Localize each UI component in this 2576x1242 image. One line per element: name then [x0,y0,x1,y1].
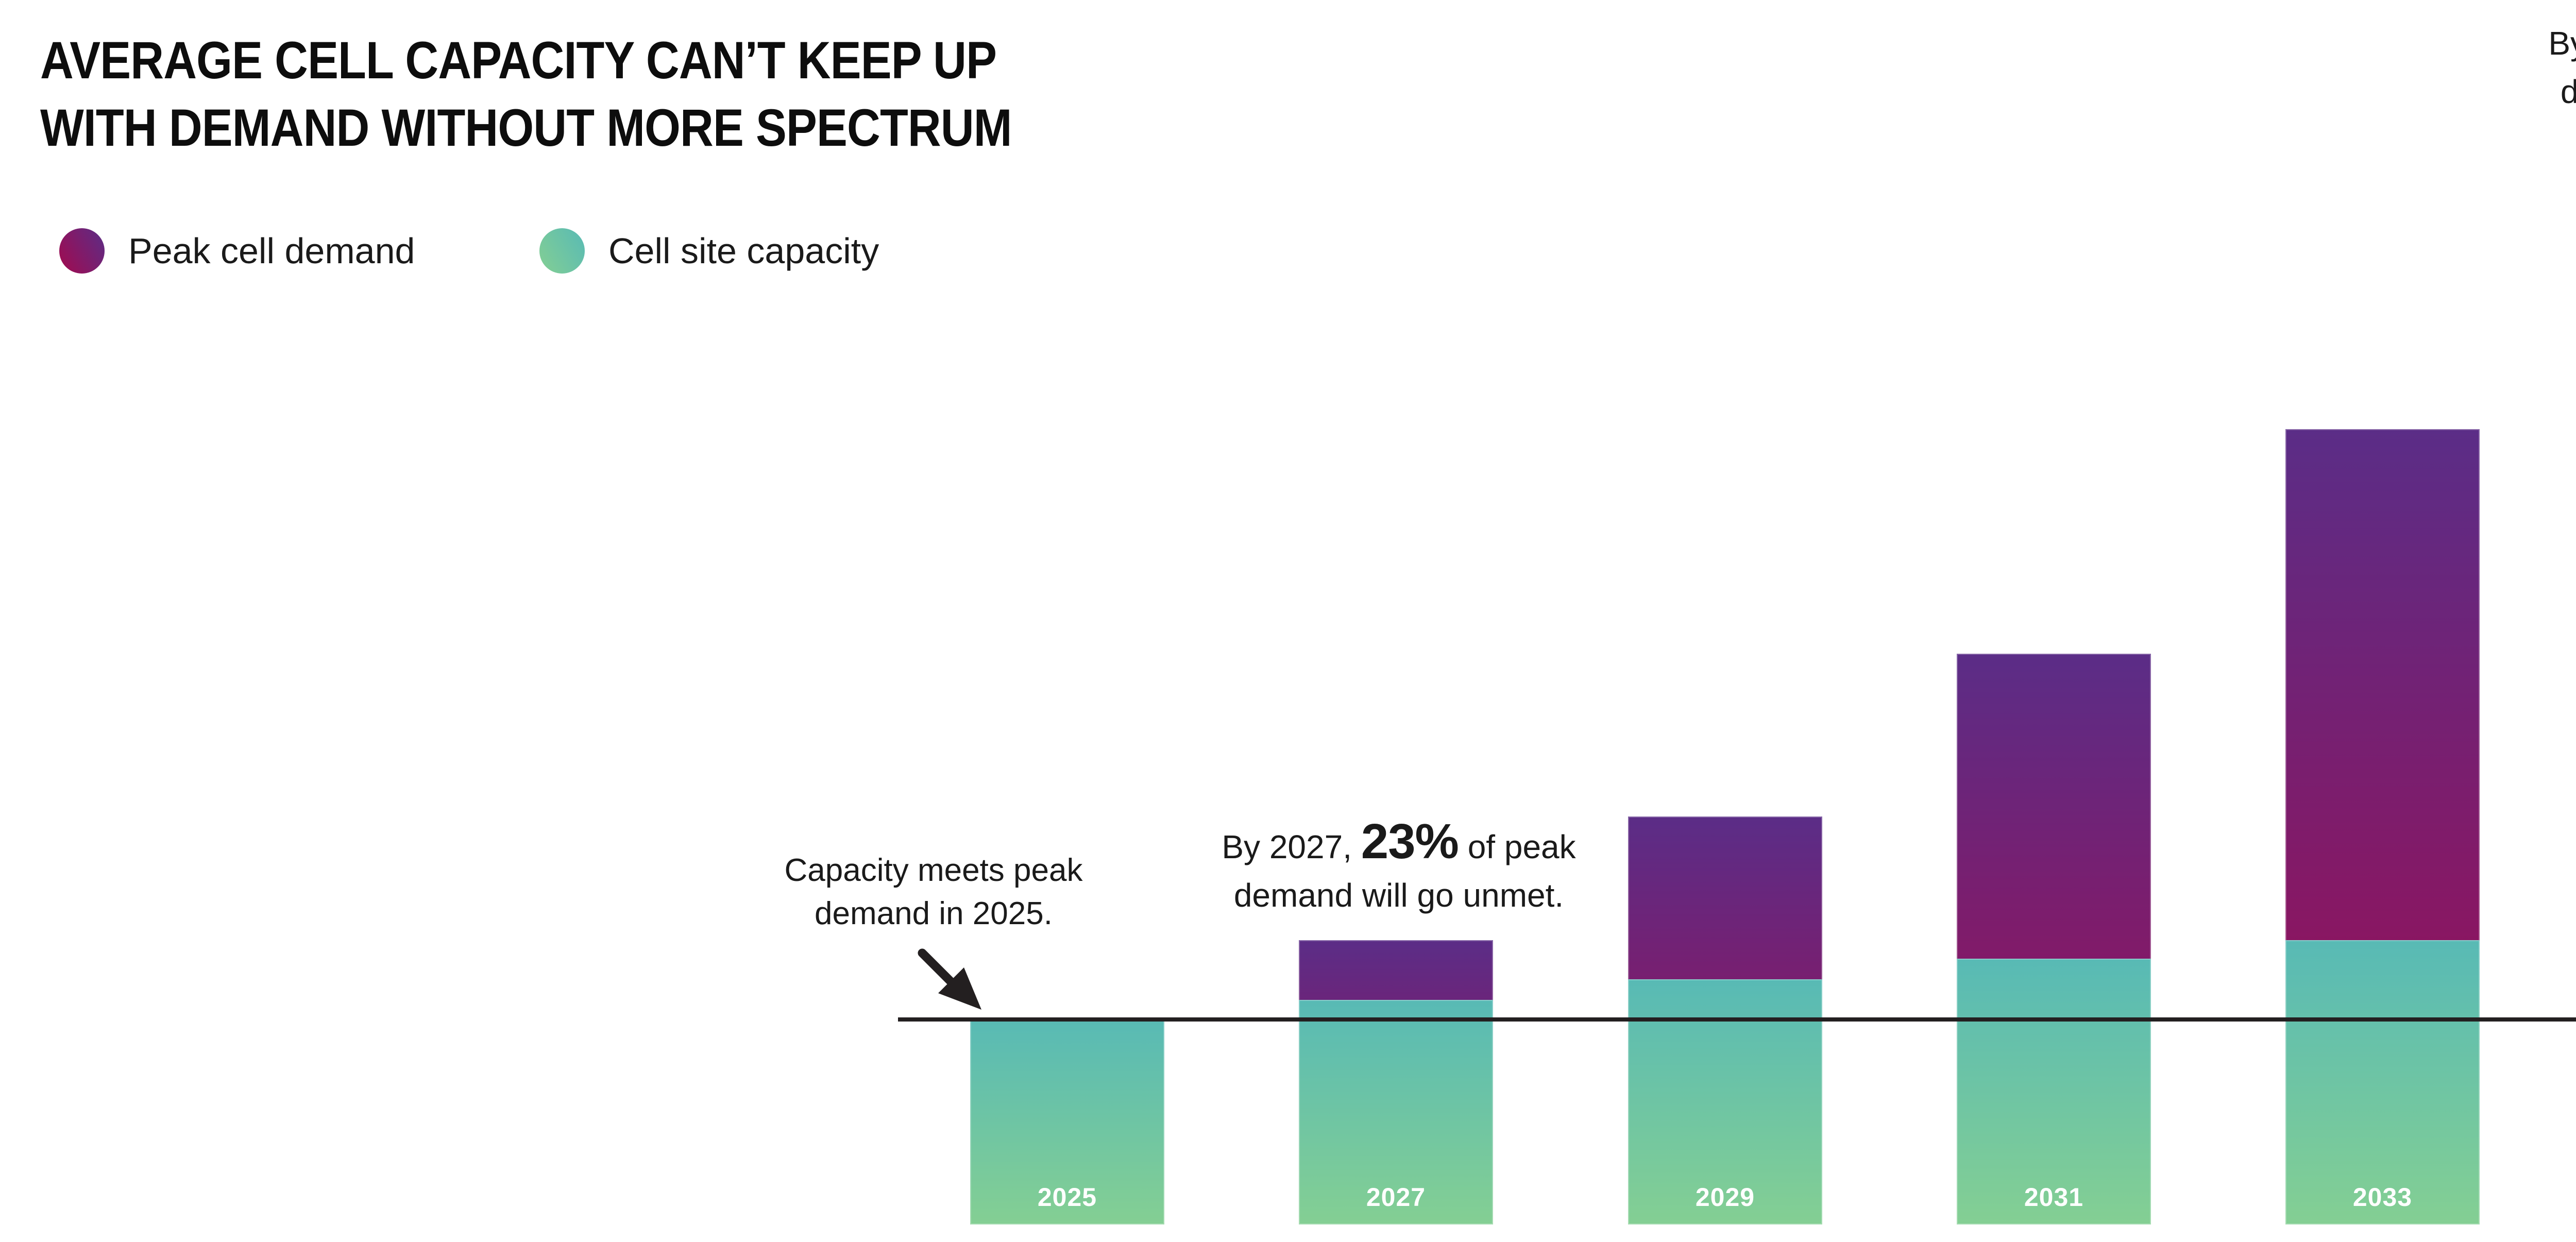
legend-item-demand: Peak cell demand [59,227,415,275]
annotation-unmet-2027-value: 23% [1361,814,1459,869]
legend-label-capacity: Cell site capacity [608,231,879,271]
capacity-bar-2033 [2285,940,2480,1224]
legend-item-capacity: Cell site capacity [539,227,879,275]
chart-title-line2: WITH DEMAND WITHOUT MORE SPECTRUM [40,98,1012,157]
annotation-unmet-2035-line1: By 2035, 73% of peak [2416,6,2576,71]
legend-label-demand: Peak cell demand [128,231,415,271]
capacity-swatch-icon [539,228,585,274]
year-label-2029: 2029 [1695,1183,1755,1212]
annotation-capacity-2025-line2: demand in 2025. [815,896,1053,932]
annotation-unmet-2027-prefix: By 2027, [1222,828,1361,865]
annotation-capacity-2025-line1: Capacity meets peak [784,853,1083,888]
capacity-bar-2025 [970,1018,1164,1224]
down-right-arrow-icon [918,948,981,1010]
capacity-bar-2031 [1957,959,2151,1224]
annotation-unmet-2027-line2: demand will go unmet. [1233,876,1564,914]
annotation-unmet-2035-prefix: By 2035, [2548,25,2576,62]
annotation-unmet-2027: By 2027, 23% of peak demand will go unme… [1090,810,1708,917]
annotation-capacity-2025: Capacity meets peak demand in 2025. [753,849,1114,936]
capacity-bar-2027 [1299,1000,1493,1224]
annotation-unmet-2035-line2: demand will go unmet. [2560,73,2576,110]
annotation-unmet-2027-line1: By 2027, 23% of peak [1090,810,1708,874]
annotation-unmet-2035: By 2035, 73% of peak demand will go unme… [2416,6,2576,113]
year-label-2031: 2031 [2024,1183,2084,1212]
year-label-2027: 2027 [1366,1183,1426,1212]
year-label-2033: 2033 [2352,1183,2413,1212]
annotation-unmet-2027-suffix: of peak [1458,828,1576,865]
chart-title-line1: AVERAGE CELL CAPACITY CAN’T KEEP UP [40,31,997,90]
demand-swatch-icon [59,228,105,274]
year-label-2025: 2025 [1037,1183,1097,1212]
chart-title: AVERAGE CELL CAPACITY CAN’T KEEP UP WITH… [40,27,1012,161]
baseline-rule [898,1017,2576,1022]
